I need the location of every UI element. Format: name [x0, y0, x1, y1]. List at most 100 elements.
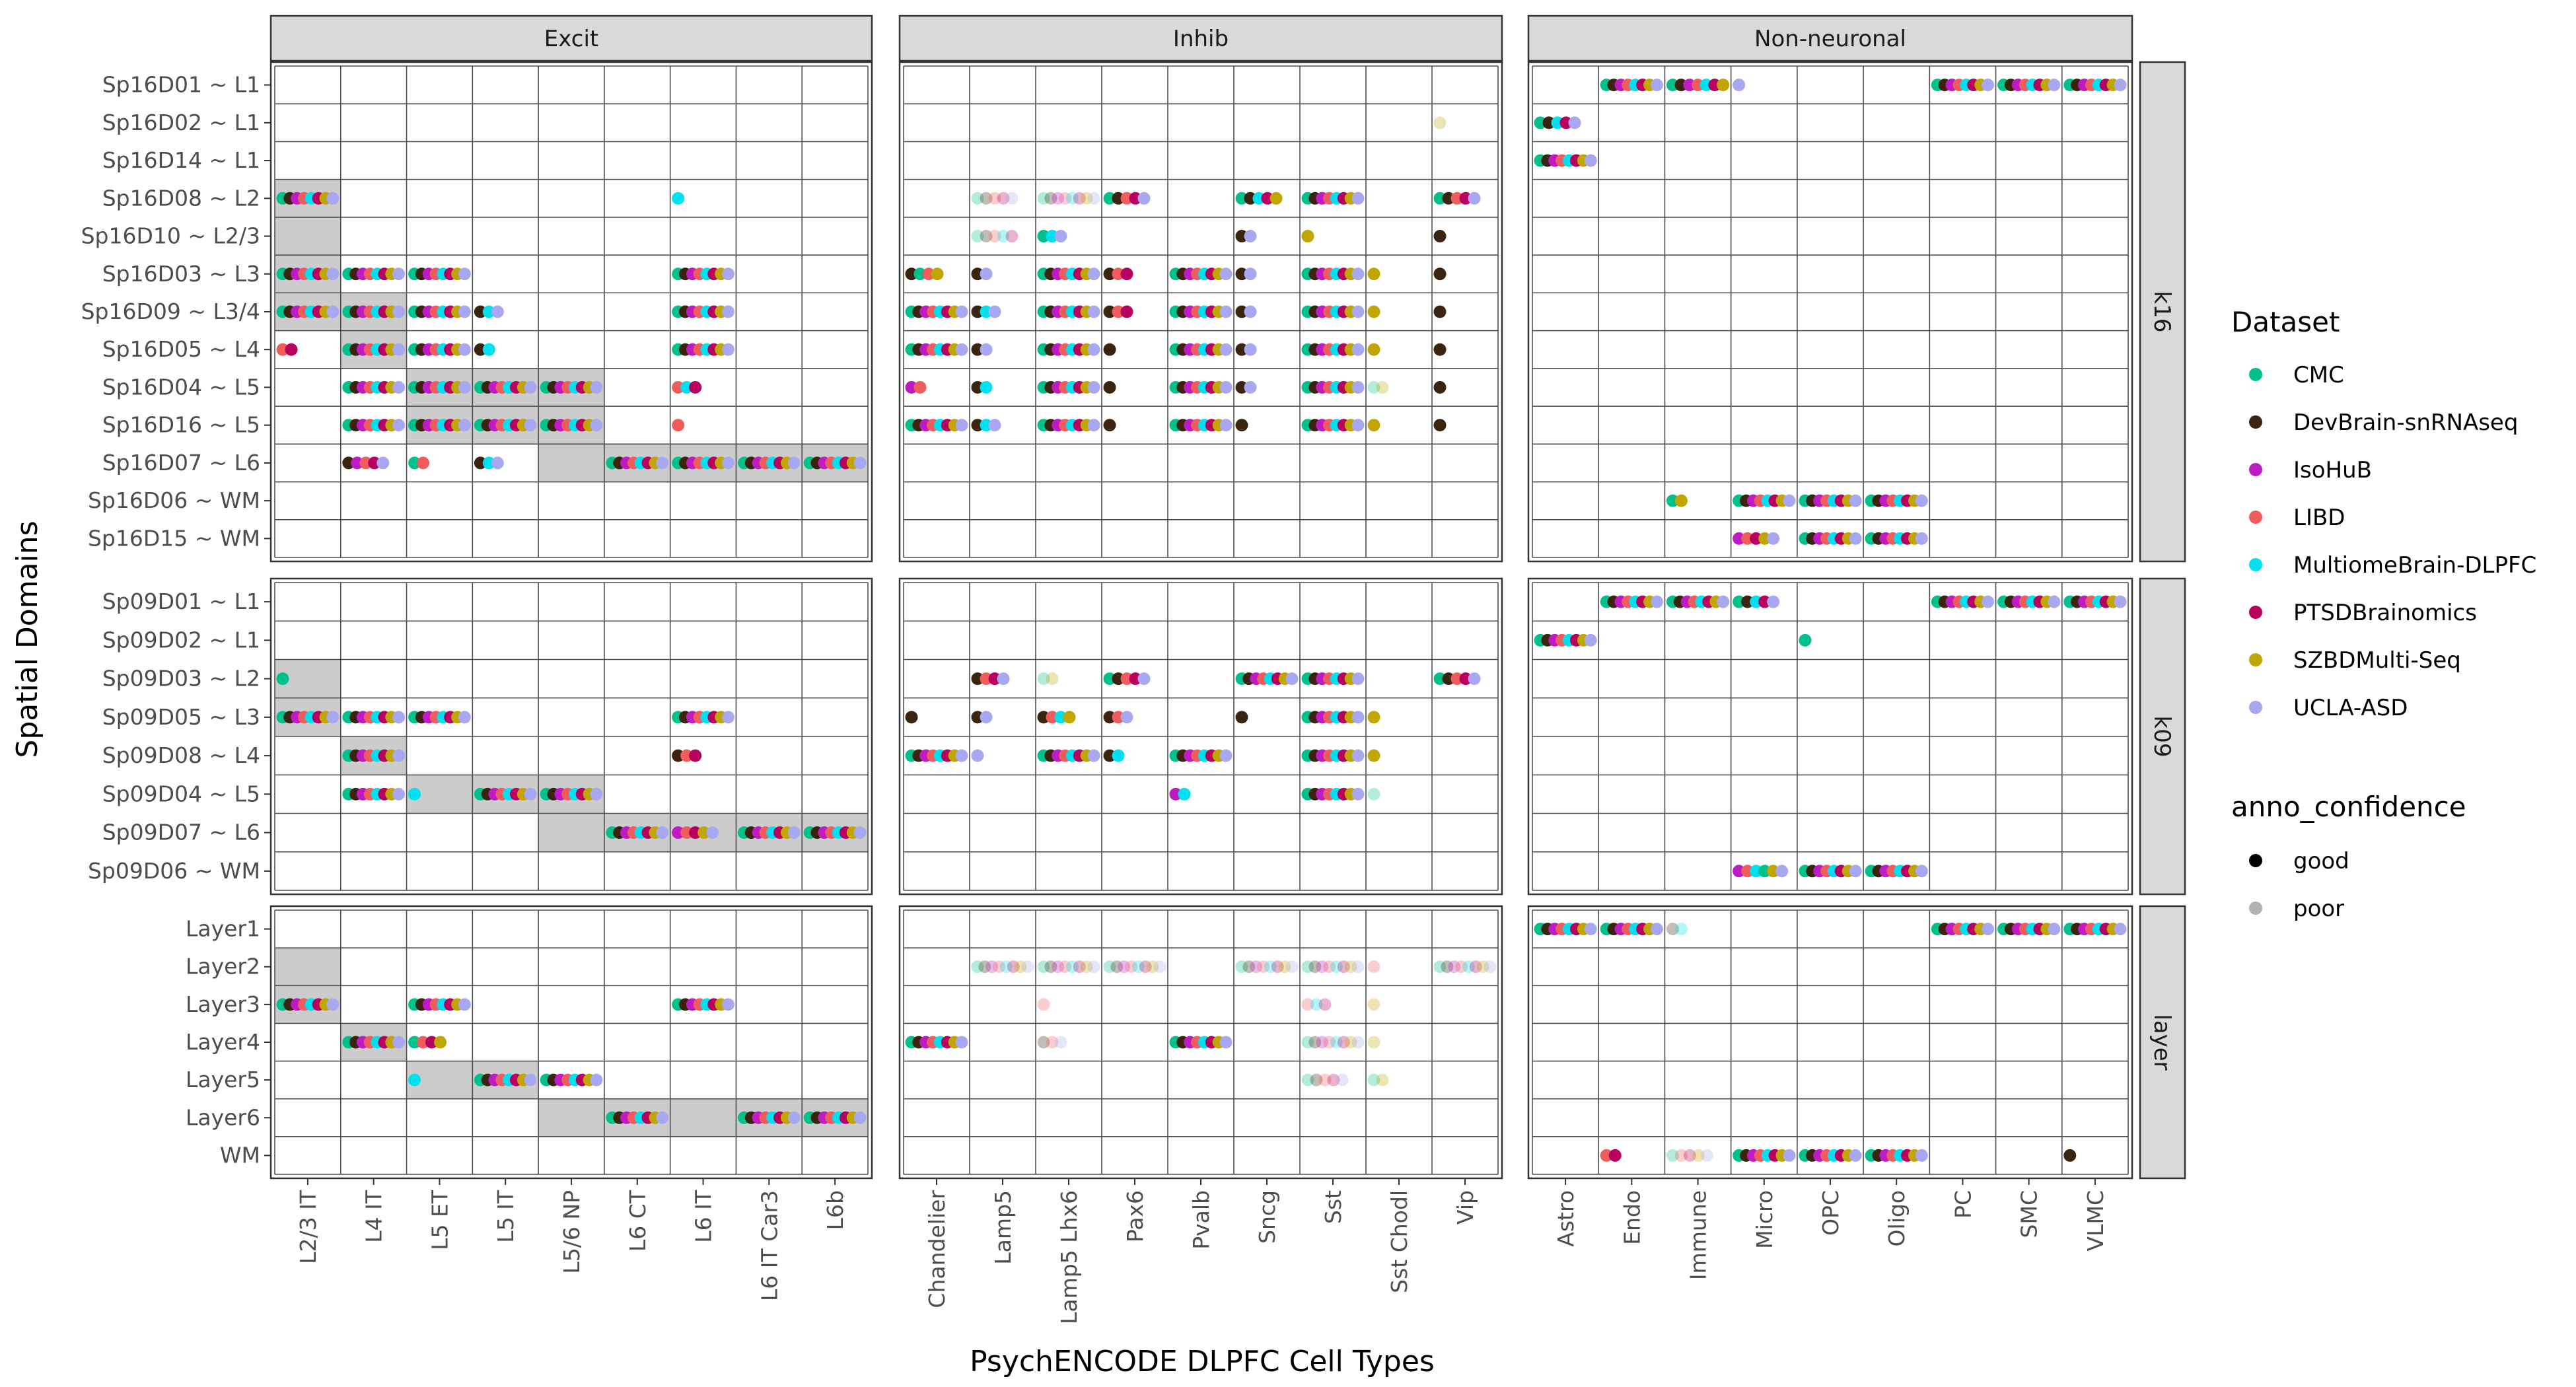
point-cmc-l5-et: [408, 1036, 421, 1049]
point-devbrain-snrnaseq-pax6: [1110, 960, 1124, 974]
x-tick-label: OPC: [1818, 1190, 1843, 1236]
row-strip-label: layer: [2149, 1014, 2175, 1070]
point-cmc-lamp5-lhx6: [1037, 192, 1050, 205]
point-cmc-sst-chodl: [1367, 787, 1380, 800]
point-multiomebrain-dlpfc-l5-it: [482, 343, 495, 356]
point-multiomebrain-dlpfc-l6-it: [680, 380, 694, 394]
point-cmc-pax6: [1103, 960, 1116, 974]
point-cmc-lamp5: [971, 192, 984, 205]
y-tick-label: Layer6: [186, 1104, 260, 1130]
point-isohub-pvalb: [1169, 787, 1182, 800]
point-ucla-asd-sncg: [1244, 267, 1257, 281]
point-devbrain-snrnaseq-sst: [1310, 1073, 1323, 1086]
point-szbdmulti-seq-sst-chodl: [1367, 998, 1380, 1011]
point-multiomebrain-dlpfc-lamp5-lhx6: [1065, 960, 1079, 974]
panel-k16-inhib: [898, 61, 1503, 563]
point-ucla-asd-oligo: [1915, 865, 1928, 878]
point-ucla-asd-l5-it: [491, 305, 504, 318]
point-libd-l6-it: [672, 380, 685, 394]
point-multiomebrain-dlpfc-sst: [1330, 1036, 1343, 1049]
point-szbdmulti-seq-sst-chodl: [1376, 380, 1389, 394]
point-ucla-asd-astro: [1568, 116, 1581, 129]
y-tick-label: Layer4: [186, 1029, 260, 1055]
y-tick-label: Sp16D03 ~ L3: [102, 261, 260, 287]
point-ptsdbrainomics-l5-et: [425, 1036, 439, 1049]
point-isohub-l6-it: [672, 826, 685, 839]
legend-items: CMC DevBrain-snRNAseq IsoHuB LIBD MultiomeBr…: [2249, 362, 2536, 922]
row-strip-background: [2139, 61, 2186, 563]
point-ucla-asd-smc: [2048, 923, 2061, 936]
point-ucla-asd-l4-it: [392, 267, 406, 281]
panel-k09-excit: [269, 577, 873, 896]
point-ucla-asd-sncg: [1244, 305, 1257, 318]
legend-item-multiomebrain-dlpfc: MultiomeBrain-DLPFC: [2249, 552, 2536, 579]
point-ucla-asd-chandelier: [955, 749, 968, 762]
point-multiomebrain-dlpfc-lamp5: [980, 419, 993, 432]
point-ucla-asd-lamp5-lhx6: [1087, 380, 1100, 394]
point-isohub-sst: [1316, 1036, 1329, 1049]
point-libd-chandelier: [922, 267, 935, 281]
point-multiomebrain-dlpfc-micro: [1750, 595, 1763, 608]
point-szbdmulti-seq-lamp5-lhx6: [1080, 960, 1093, 974]
legend-key: [2249, 511, 2262, 524]
legend-label: poor: [2293, 896, 2344, 922]
panel-background: [1527, 905, 2133, 1180]
point-ucla-asd-l6-it: [721, 267, 734, 281]
legend-label: CMC: [2293, 362, 2344, 388]
point-devbrain-snrnaseq-sncg: [1235, 343, 1248, 356]
x-tick-label: PC: [1950, 1190, 1976, 1219]
y-tick-label: Sp16D01 ~ L1: [102, 72, 260, 98]
point-ucla-asd-sncg: [1244, 380, 1257, 394]
point-ucla-asd-pc: [1982, 79, 1995, 92]
panel-k09-non-neuronal: [1527, 577, 2133, 896]
legend-item-ucla-asd: UCLA-ASD: [2249, 695, 2408, 721]
point-cmc-pax6: [1103, 192, 1116, 205]
y-tick-label: Sp16D06 ~ WM: [88, 487, 260, 513]
point-szbdmulti-seq-vip: [1476, 960, 1489, 974]
point-ucla-asd-sncg: [1244, 343, 1257, 356]
x-tick-label: L5 IT: [493, 1190, 519, 1243]
point-szbdmulti-seq-sst: [1344, 1036, 1357, 1049]
point-ptsdbrainomics-pax6: [1120, 305, 1133, 318]
point-devbrain-snrnaseq-astro: [1542, 116, 1556, 129]
x-tick-label: L6 IT Car3: [756, 1190, 782, 1301]
point-isohub-l4-it: [351, 456, 364, 470]
legend-item-isohub: IsoHuB: [2249, 457, 2372, 483]
y-tick-label: Layer2: [186, 954, 260, 979]
column-strip-background: [1527, 15, 2133, 62]
point-devbrain-snrnaseq-lamp5: [980, 192, 993, 205]
point-szbdmulti-seq-sst-chodl: [1367, 711, 1380, 724]
y-tick-label: Sp09D08 ~ L4: [102, 742, 260, 768]
point-devbrain-snrnaseq-l4-it: [342, 456, 355, 470]
point-ucla-asd-micro: [1767, 532, 1780, 545]
point-devbrain-snrnaseq-vip: [1433, 419, 1447, 432]
point-ucla-asd-sst: [1351, 711, 1365, 724]
point-multiomebrain-dlpfc-astro: [1551, 116, 1564, 129]
point-devbrain-snrnaseq-lamp5: [971, 419, 984, 432]
legend-label: good: [2293, 848, 2349, 874]
point-ucla-asd-lamp5-lhx6: [1087, 267, 1100, 281]
point-ucla-asd-lamp5: [980, 267, 993, 281]
point-szbdmulti-seq-vip: [1433, 116, 1447, 129]
point-ucla-asd-l5-et: [458, 380, 471, 394]
point-libd-chandelier: [913, 380, 927, 394]
point-ucla-asd-l6-it-car3: [787, 456, 801, 470]
point-ucla-asd-l5-6-np: [590, 419, 603, 432]
point-ucla-asd-l5-it: [524, 380, 537, 394]
point-multiomebrain-dlpfc-l5-it: [482, 456, 495, 470]
point-ptsdbrainomics-l6-it: [689, 380, 702, 394]
row-strip-label: k16: [2149, 291, 2175, 333]
point-ucla-asd-opc: [1849, 494, 1862, 507]
point-cmc-micro: [1733, 595, 1746, 608]
point-libd-lamp5: [988, 230, 1001, 243]
point-devbrain-snrnaseq-lamp5: [971, 343, 984, 356]
legend-key: [2249, 854, 2262, 867]
x-tick-label: L6 CT: [625, 1190, 651, 1252]
point-multiomebrain-dlpfc-sncg: [1264, 960, 1277, 974]
point-libd-immune: [1674, 1149, 1688, 1162]
point-ucla-asd-l6-ct: [656, 826, 669, 839]
point-szbdmulti-seq-sncg: [1278, 960, 1291, 974]
point-ucla-asd-pax6: [1137, 192, 1151, 205]
point-isohub-sst: [1316, 960, 1329, 974]
